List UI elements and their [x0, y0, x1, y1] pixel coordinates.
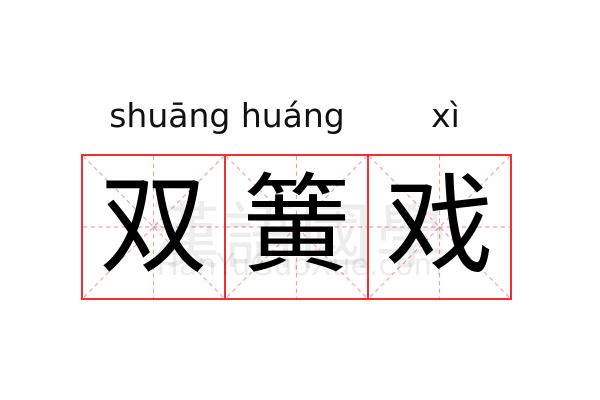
character: 簧	[242, 164, 351, 289]
character-cell-2: 簧	[224, 154, 369, 300]
character-grid: 双 簧 戏	[81, 154, 518, 300]
guide-lines	[83, 156, 224, 298]
guide-lines	[369, 156, 510, 298]
pinyin-xi: xì	[431, 96, 460, 135]
pinyin-shuang-huang: shuāng huáng	[109, 96, 345, 135]
character-cell-3: 戏	[367, 154, 512, 300]
character: 戏	[385, 164, 494, 289]
character: 双	[99, 164, 208, 289]
guide-lines	[226, 156, 367, 298]
character-cell-1: 双	[81, 154, 226, 300]
